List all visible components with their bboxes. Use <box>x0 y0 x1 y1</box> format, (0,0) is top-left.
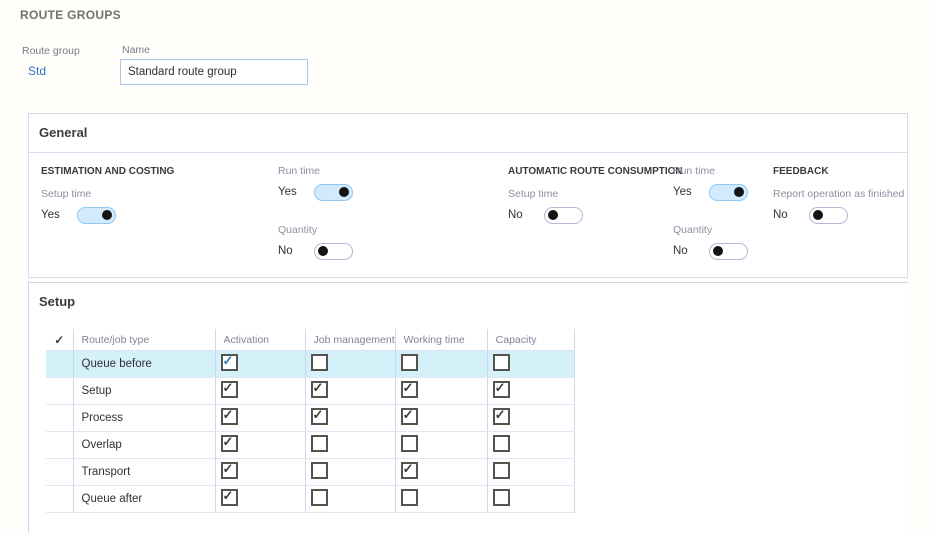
field-value-quantity: No <box>278 245 293 257</box>
toggle-knob <box>548 209 558 220</box>
check-icon: ✓ <box>54 332 65 347</box>
toggle-run-time-c3[interactable] <box>709 183 748 201</box>
field-label-quantity: Quantity <box>278 224 318 236</box>
group-heading-feedback: FEEDBACK <box>773 166 829 177</box>
toggle-quantity-c1[interactable] <box>314 242 353 260</box>
route-group-label: Route group <box>22 45 80 57</box>
toggle-setup-time-c0[interactable] <box>77 206 116 224</box>
checkbox-activation-overlap[interactable] <box>220 434 238 452</box>
row-selector-overlap[interactable] <box>46 431 74 459</box>
general-column-2: AUTOMATIC ROUTE CONSUMPTION Setup time No <box>508 164 683 246</box>
row-selector-queue-before[interactable] <box>46 350 74 378</box>
toggle-knob <box>318 245 328 256</box>
checkbox-capacity-overlap[interactable] <box>492 435 510 452</box>
column-header-activation[interactable]: Activation <box>215 329 306 351</box>
general-column-3: Run time Yes Quantity No <box>673 164 748 282</box>
checkbox-job-management-queue-after[interactable] <box>310 489 328 506</box>
field-label-quantity: Quantity <box>673 224 713 236</box>
general-divider <box>29 152 907 153</box>
setup-grid: ✓ Route/job type Activation Job management W… <box>46 329 575 513</box>
checkbox-job-management-overlap[interactable] <box>310 435 328 452</box>
group-heading-automatic-route-consumption: AUTOMATIC ROUTE CONSUMPTION <box>508 166 683 177</box>
table-row-process: Process <box>46 404 575 432</box>
table-row-setup: Setup <box>46 377 575 405</box>
toggle-knob <box>339 186 349 197</box>
table-row-queue-after: Queue after <box>46 485 575 513</box>
name-input[interactable] <box>120 59 308 85</box>
toggle-quantity-c3[interactable] <box>709 242 748 260</box>
field-value-run-time: Yes <box>673 186 692 198</box>
checkbox-job-management-queue-before[interactable] <box>310 354 328 371</box>
toggle-knob <box>102 209 112 220</box>
row-label-queue-after[interactable]: Queue after <box>73 485 216 513</box>
checkbox-activation-setup[interactable] <box>220 380 238 398</box>
table-row-overlap: Overlap <box>46 431 575 459</box>
table-row-queue-before: Queue before <box>46 350 575 378</box>
column-header-route-job-type[interactable]: Route/job type <box>73 329 216 351</box>
checkbox-job-management-setup[interactable] <box>310 380 328 398</box>
checkbox-capacity-transport[interactable] <box>492 462 510 479</box>
checkbox-activation-transport[interactable] <box>220 461 238 479</box>
checkbox-capacity-queue-after[interactable] <box>492 489 510 506</box>
field-value-report-operation-as-finished: No <box>773 209 788 221</box>
checkbox-job-management-transport[interactable] <box>310 462 328 479</box>
checkbox-working-time-transport[interactable] <box>400 461 418 479</box>
row-selector-process[interactable] <box>46 404 74 432</box>
field-label-report-operation-as-finished: Report operation as finished <box>773 188 905 200</box>
page-title: ROUTE GROUPS <box>20 8 121 22</box>
toggle-setup-time-c2[interactable] <box>544 206 583 224</box>
field-label-setup-time: Setup time <box>41 188 92 200</box>
row-label-overlap[interactable]: Overlap <box>73 431 216 459</box>
row-selector-queue-after[interactable] <box>46 485 74 513</box>
general-column-1: Run time Yes Quantity No <box>278 164 353 282</box>
field-value-run-time: Yes <box>278 186 297 198</box>
checkbox-working-time-queue-after[interactable] <box>400 489 418 506</box>
row-label-setup[interactable]: Setup <box>73 377 216 405</box>
checkbox-working-time-overlap[interactable] <box>400 435 418 452</box>
field-value-quantity: No <box>673 245 688 257</box>
field-label-run-time: Run time <box>673 165 716 177</box>
checkbox-working-time-process[interactable] <box>400 407 418 425</box>
name-label: Name <box>122 44 151 56</box>
column-header-job-management[interactable]: Job management <box>305 329 396 351</box>
toggle-report-operation-as-finished-c4[interactable] <box>809 206 848 224</box>
field-label-setup-time: Setup time <box>508 188 559 200</box>
toggle-run-time-c1[interactable] <box>314 183 353 201</box>
checkbox-capacity-setup[interactable] <box>492 380 510 398</box>
select-all-header[interactable]: ✓ <box>46 329 74 351</box>
setup-fasttab: Setup ✓ Route/job type Activation Job manag… <box>28 282 908 533</box>
general-column-0: ESTIMATION AND COSTING Setup time Yes <box>41 164 174 246</box>
column-header-working-time[interactable]: Working time <box>395 329 488 351</box>
checkbox-capacity-queue-before[interactable] <box>492 354 510 371</box>
table-row-transport: Transport <box>46 458 575 486</box>
field-value-setup-time: No <box>508 209 523 221</box>
checkbox-working-time-queue-before[interactable] <box>400 354 418 371</box>
toggle-knob <box>813 209 823 220</box>
checkbox-job-management-process[interactable] <box>310 407 328 425</box>
row-selector-setup[interactable] <box>46 377 74 405</box>
checkbox-working-time-setup[interactable] <box>400 380 418 398</box>
toggle-knob <box>734 186 744 197</box>
checkbox-capacity-process[interactable] <box>492 407 510 425</box>
row-label-transport[interactable]: Transport <box>73 458 216 486</box>
group-heading-estimation-and-costing: ESTIMATION AND COSTING <box>41 166 175 177</box>
route-group-value-link[interactable]: Std <box>28 64 47 78</box>
checkbox-activation-queue-after[interactable] <box>220 488 238 506</box>
checkbox-activation-queue-before[interactable] <box>220 353 238 371</box>
toggle-knob <box>713 245 723 256</box>
row-label-process[interactable]: Process <box>73 404 216 432</box>
checkbox-activation-process[interactable] <box>220 407 238 425</box>
field-value-setup-time: Yes <box>41 209 60 221</box>
general-fasttab-header[interactable]: General <box>39 125 88 140</box>
row-label-queue-before[interactable]: Queue before <box>73 350 216 378</box>
field-label-run-time: Run time <box>278 165 321 177</box>
setup-fasttab-header[interactable]: Setup <box>39 294 76 309</box>
general-column-4: FEEDBACK Report operation as finished No <box>773 164 904 246</box>
column-header-capacity[interactable]: Capacity <box>487 329 575 351</box>
general-fasttab: General ESTIMATION AND COSTING Setup time… <box>28 113 908 278</box>
row-selector-transport[interactable] <box>46 458 74 486</box>
